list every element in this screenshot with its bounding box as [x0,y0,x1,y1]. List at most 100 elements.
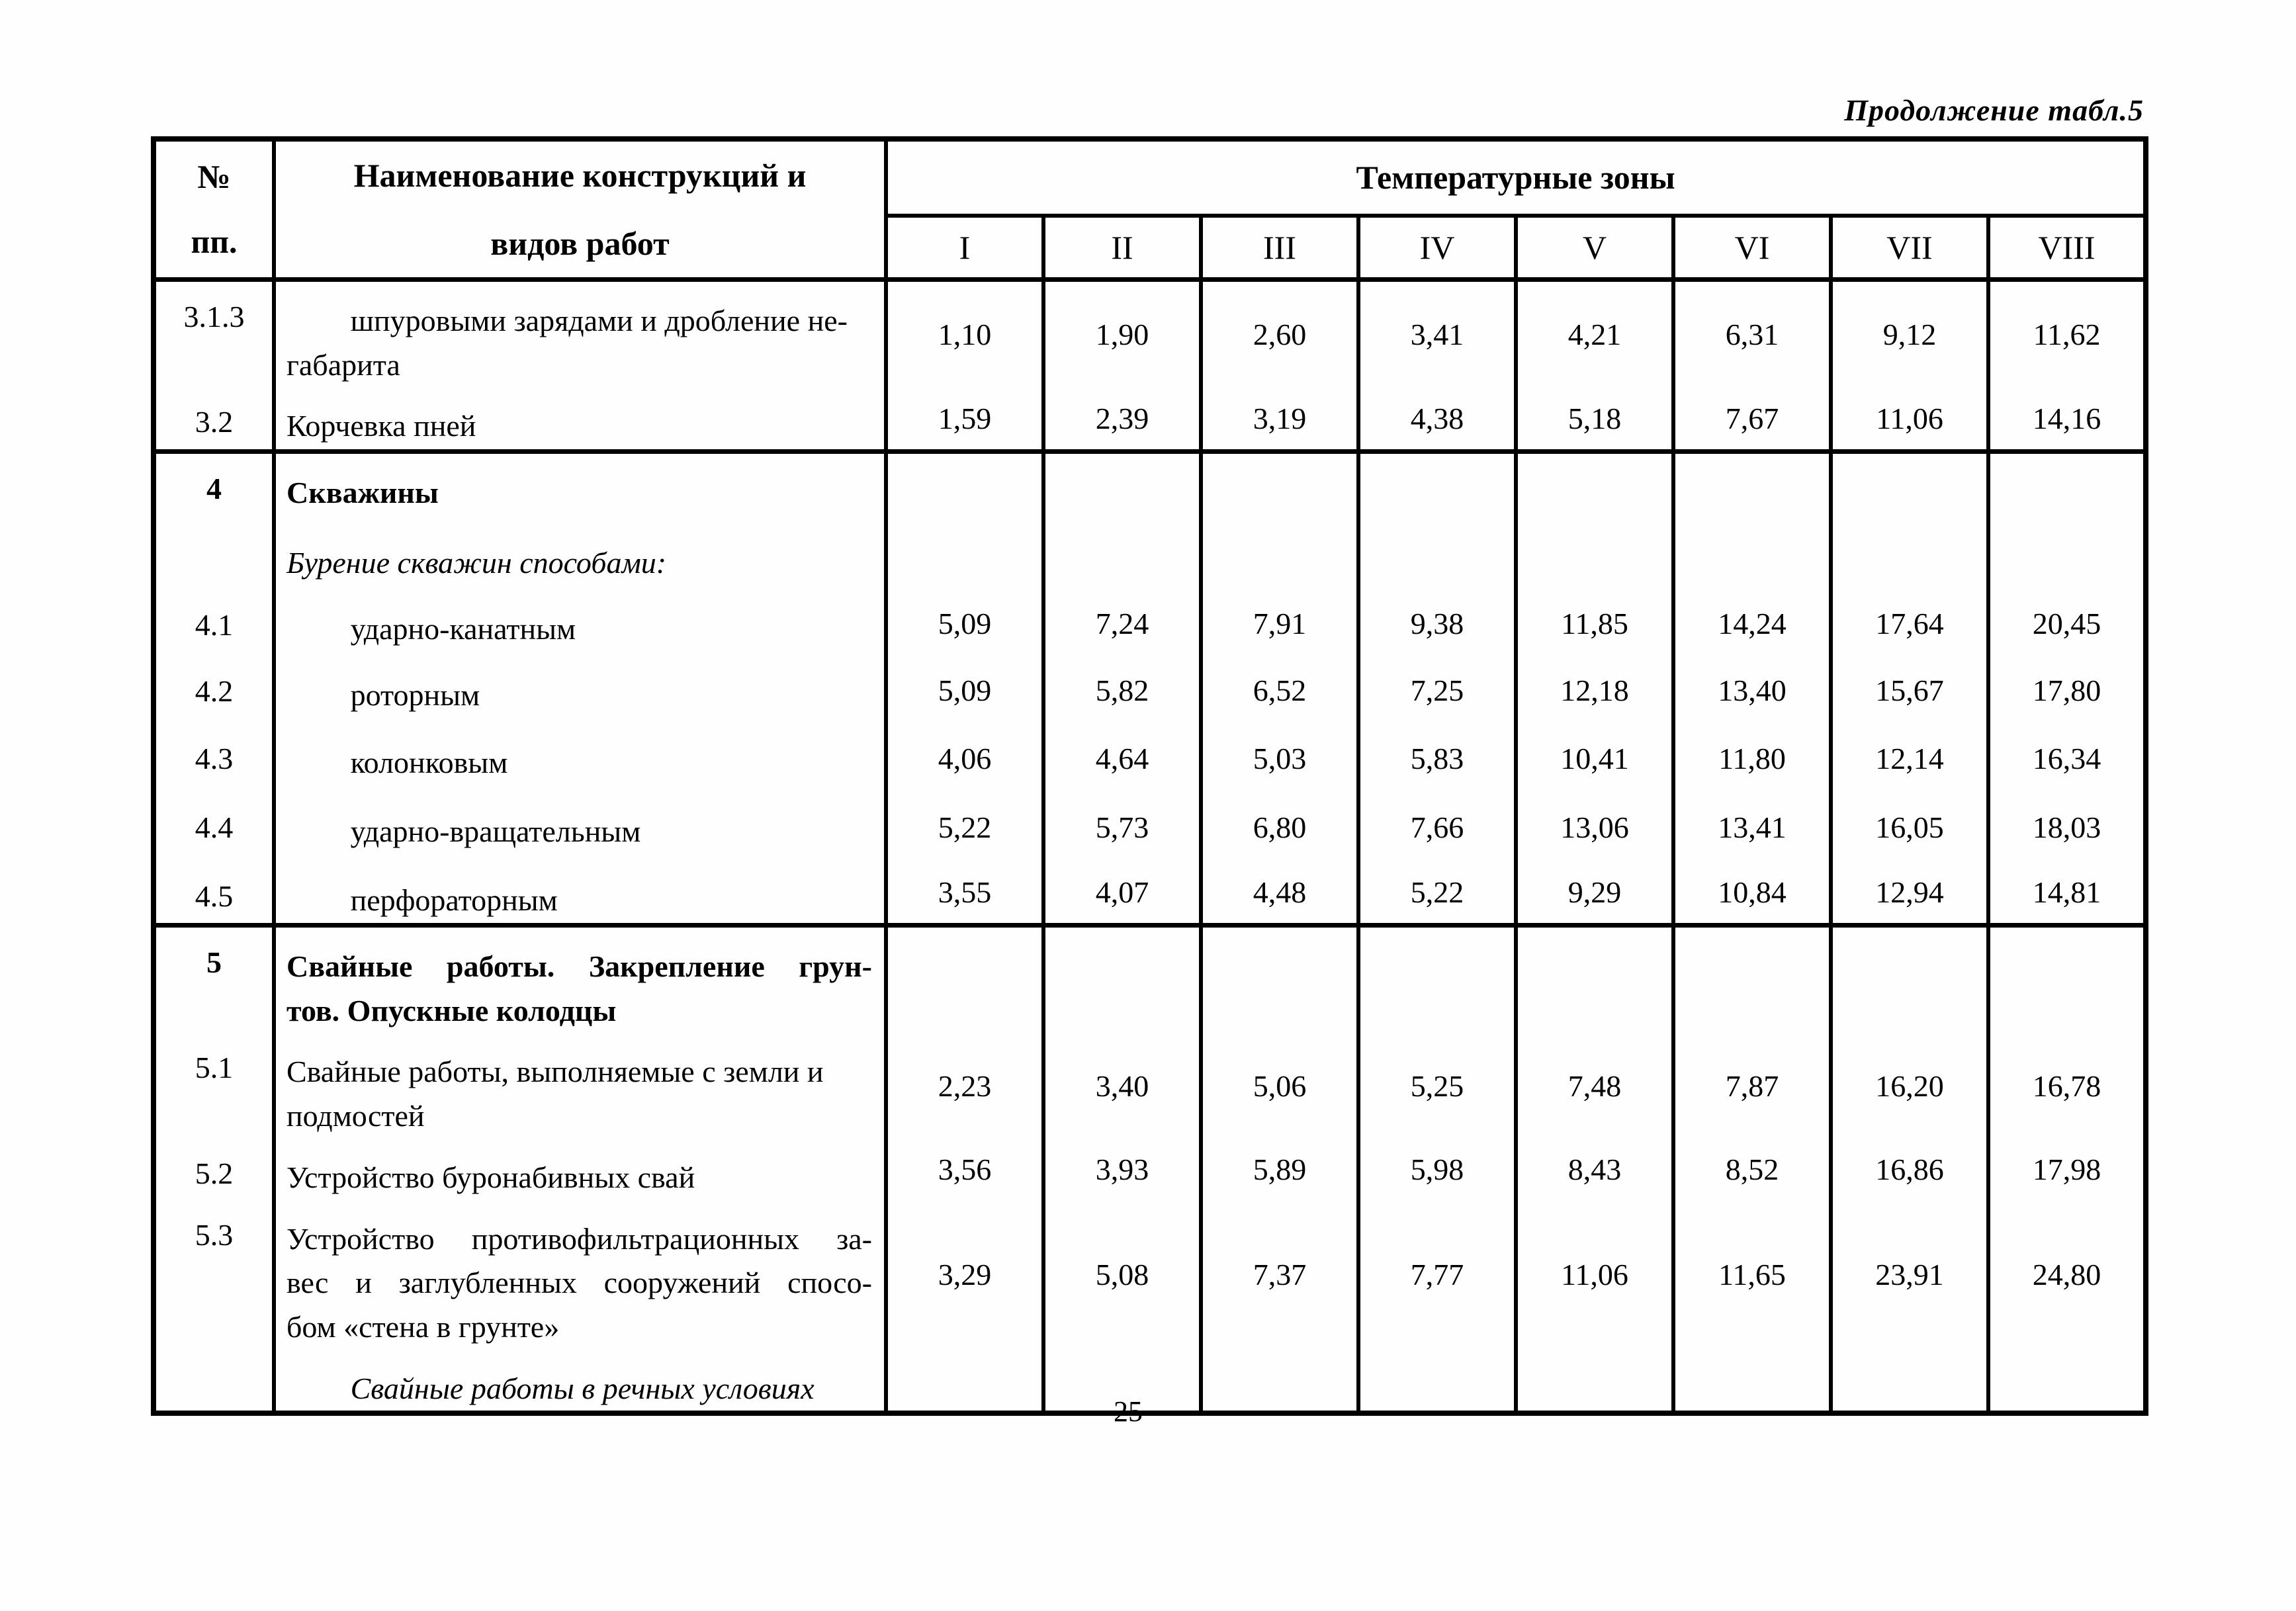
row-value: 11,80 [1671,724,1833,793]
row-value: 5,09 [884,656,1045,724]
row-value: 17,64 [1829,590,1990,657]
row-value: 16,86 [1829,1138,1990,1200]
table-row: 5.3 Устройство противофильтрационных за-… [152,1199,2148,1350]
row-value [1514,1349,1675,1414]
header-name-column: Наименование конструкций и видов работ [272,137,888,282]
row-number: 4.2 [152,656,276,724]
row-value: 4,64 [1041,724,1203,793]
row-value: 7,25 [1356,656,1518,724]
row-value [884,524,1045,591]
row-value: 7,77 [1356,1199,1518,1350]
row-value [1671,925,1833,1033]
table-row: 4.3 колонковым 4,06 4,64 5,03 5,83 10,41… [152,724,2148,793]
row-number: 4.5 [152,861,276,928]
row-value: 7,87 [1671,1033,1833,1139]
table-row: Свайные работы в речных условиях [152,1349,2148,1414]
row-value: 12,18 [1514,656,1675,724]
row-value [1041,451,1203,525]
header-temperature-zones: Температурные зоны [883,137,2148,218]
row-value: 1,10 [884,279,1045,388]
row-value: 3,93 [1041,1138,1203,1200]
row-value: 9,12 [1829,279,1990,388]
header-num-column: № пп. [152,137,276,282]
row-number: 4.3 [152,724,276,793]
row-value: 11,06 [1514,1199,1675,1350]
row-number: 5.2 [152,1138,276,1200]
row-value [1199,925,1360,1033]
row-value [1356,524,1518,591]
row-value: 24,80 [1986,1199,2148,1350]
row-value: 5,22 [884,793,1045,862]
row-value: 5,73 [1041,793,1203,862]
row-label: Скважины [272,451,888,525]
row-value [1199,1349,1360,1414]
row-value: 14,81 [1986,861,2148,928]
header-zone-2: II [1041,213,1203,282]
row-value [1671,524,1833,591]
row-number: 5.1 [152,1033,276,1139]
row-value: 6,52 [1199,656,1360,724]
row-value [1356,451,1518,525]
header-zone-7: VII [1829,213,1990,282]
row-value: 3,29 [884,1199,1045,1350]
row-label: Свайные работы. Закрепление грун-тов. Оп… [272,925,888,1033]
row-value [1986,1349,2148,1414]
row-value: 9,29 [1514,861,1675,928]
row-value [884,451,1045,525]
row-value: 15,67 [1829,656,1990,724]
row-value [1041,524,1203,591]
table-row: 5.2 Устройство буронабивных свай 3,56 3,… [152,1138,2148,1200]
row-value: 16,20 [1829,1033,1990,1139]
row-value: 6,80 [1199,793,1360,862]
row-value: 17,80 [1986,656,2148,724]
row-value: 7,37 [1199,1199,1360,1350]
row-value [1986,451,2148,525]
row-value: 5,09 [884,590,1045,657]
row-number: 4.4 [152,793,276,862]
row-number [152,524,276,591]
row-value: 13,40 [1671,656,1833,724]
row-value: 11,85 [1514,590,1675,657]
row-value [884,925,1045,1033]
row-value: 4,06 [884,724,1045,793]
row-value [1829,451,1990,525]
row-value: 4,21 [1514,279,1675,388]
table-row: 5.1 Свайные работы, выполняемые с земли … [152,1033,2148,1139]
row-value: 7,48 [1514,1033,1675,1139]
row-value: 5,18 [1514,387,1675,454]
row-value: 1,59 [884,387,1045,454]
row-value: 1,90 [1041,279,1203,388]
table-body: 3.1.3 шпуровыми зарядами и дробление не-… [152,279,2148,1414]
table-row: 3.2 Корчевка пней 1,59 2,39 3,19 4,38 5,… [152,387,2148,454]
row-value: 5,03 [1199,724,1360,793]
row-value: 11,62 [1986,279,2148,388]
row-value: 7,91 [1199,590,1360,657]
row-label: ударно-канатным [272,590,888,657]
row-value [1356,1349,1518,1414]
page-number: 25 [1114,1395,1143,1428]
table-row: Бурение скважин способами: [152,524,2148,591]
row-value [1829,524,1990,591]
row-value: 3,40 [1041,1033,1203,1139]
row-value [1671,1349,1833,1414]
row-value: 5,82 [1041,656,1203,724]
row-value: 3,56 [884,1138,1045,1200]
row-value: 8,52 [1671,1138,1833,1200]
zone-numbers-row: I II III IV V VI VII VIII [154,213,2148,282]
row-label: Свайные работы, выполняемые с земли и под… [272,1033,888,1139]
header-zone-8: VIII [1986,213,2148,282]
row-label: перфораторным [272,861,888,928]
row-value [1199,524,1360,591]
row-label: Устройство противофильтрационных за-вес … [272,1199,888,1350]
table-header: № пп. Наименование конструкций и видов р… [152,137,2148,282]
row-value: 14,24 [1671,590,1833,657]
row-value [1041,1349,1203,1414]
row-label: ударно-вращательным [272,793,888,862]
row-number: 5.3 [152,1199,276,1350]
row-label: шпуровыми зарядами и дробление не-габари… [272,279,888,388]
row-value: 23,91 [1829,1199,1990,1350]
row-value: 4,07 [1041,861,1203,928]
row-value: 13,06 [1514,793,1675,862]
row-value [1986,925,2148,1033]
row-label: Устройство буронабивных свай [272,1138,888,1200]
